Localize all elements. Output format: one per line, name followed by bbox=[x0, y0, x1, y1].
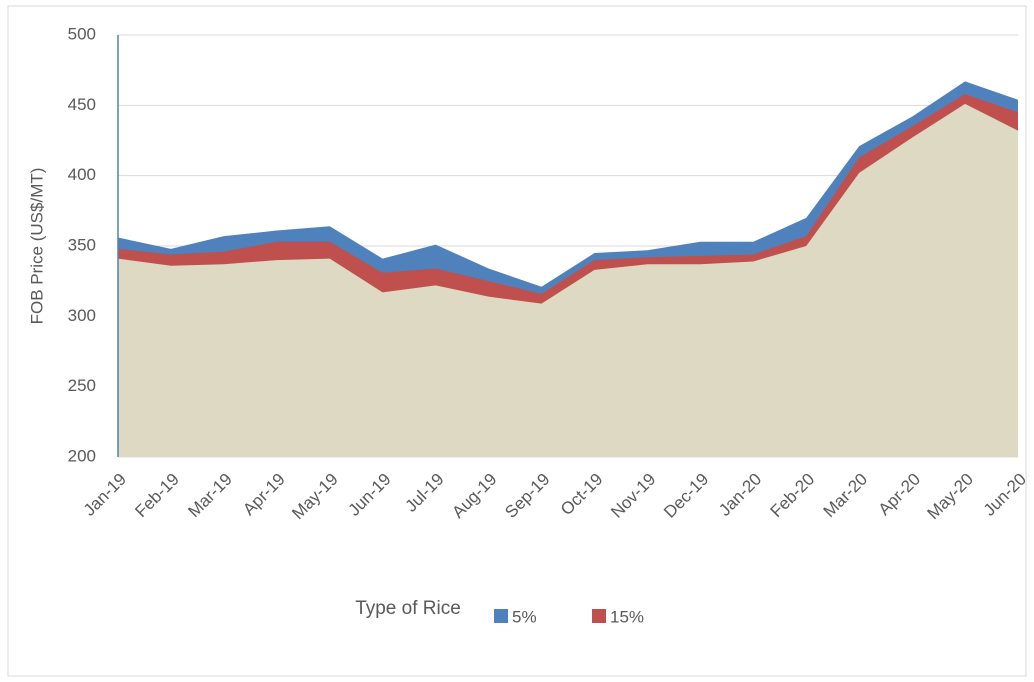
legend-title: Type of Rice bbox=[355, 598, 461, 619]
y-tick-label: 400 bbox=[68, 165, 96, 184]
area bbox=[118, 103, 1018, 457]
y-axis-label: FOB Price (US$/MT) bbox=[27, 168, 46, 325]
y-tick-label: 250 bbox=[68, 376, 96, 395]
legend-swatch bbox=[494, 609, 508, 623]
legend-label: 15% bbox=[610, 607, 644, 626]
legend-swatch bbox=[592, 609, 606, 623]
y-tick-label: 200 bbox=[68, 446, 96, 465]
y-tick-label: 450 bbox=[68, 95, 96, 114]
legend-label: 5% bbox=[512, 607, 537, 626]
y-tick-label: 300 bbox=[68, 306, 96, 325]
y-tick-label: 350 bbox=[68, 235, 96, 254]
y-tick-label: 500 bbox=[68, 24, 96, 43]
